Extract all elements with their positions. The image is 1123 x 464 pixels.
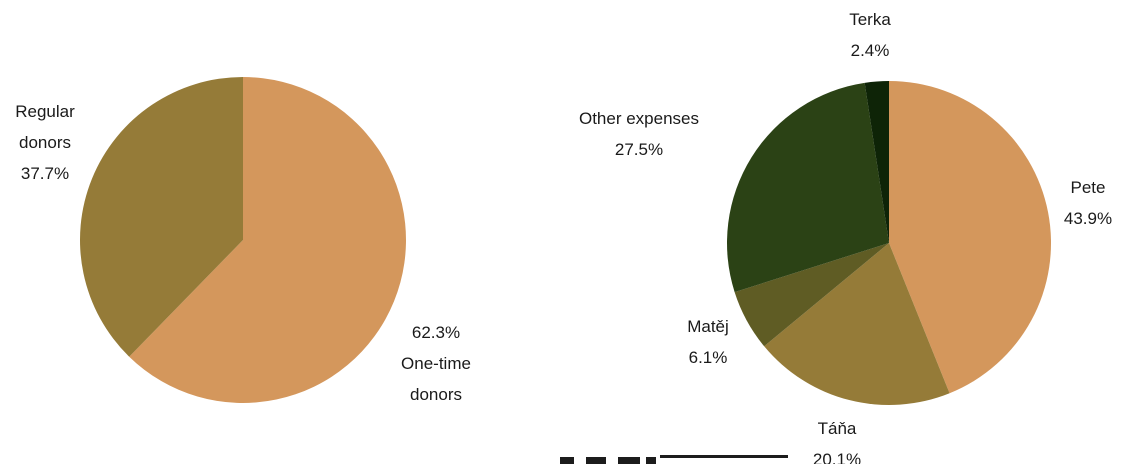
slice-label-line: Pete [1071,178,1106,197]
slice-label: Pete 43.9% [1064,178,1112,228]
slice-label-line: 37.7% [21,164,69,183]
pie-slice [889,81,1052,394]
slice-label: Terka 2.4% [849,10,891,60]
donor-type-pie-chart: 62.3% One-time donors Regular donors 37.7% [15,77,471,404]
pie-slice [727,82,889,293]
slice-label-line: Matěj [687,317,729,336]
pie-slice [764,243,950,406]
pie-slice [129,77,406,403]
slice-label-line: 27.5% [615,140,663,159]
expense-split-pie-chart: Pete 43.9% Táňa 20.1% Matěj 6.1% Other expense… [579,10,1112,464]
slice-label-line: 20.1% [813,450,861,464]
slice-label: Táňa 20.1% [813,419,861,464]
slice-label: 62.3% One-time donors [401,323,471,404]
slice-label-line: Terka [849,10,891,29]
slice-label-line: 43.9% [1064,209,1112,228]
pie-slice [79,77,244,357]
slice-label-line: donors [410,385,462,404]
slice-label-line: 62.3% [412,323,460,342]
slice-label: Matěj 6.1% [687,317,729,367]
pie-slice [864,81,889,243]
slice-label-line: 2.4% [851,41,890,60]
cropped-graphic-fragment [560,455,790,464]
pie-slice [734,243,889,347]
slice-label-line: donors [19,133,71,152]
slice-label: Regular donors 37.7% [15,102,75,183]
slice-label-line: Regular [15,102,75,121]
slice-label: Other expenses 27.5% [579,109,699,159]
slice-label-line: Other expenses [579,109,699,128]
slice-label-line: 6.1% [689,348,728,367]
slice-label-line: Táňa [818,419,857,438]
slice-label-line: One-time [401,354,471,373]
